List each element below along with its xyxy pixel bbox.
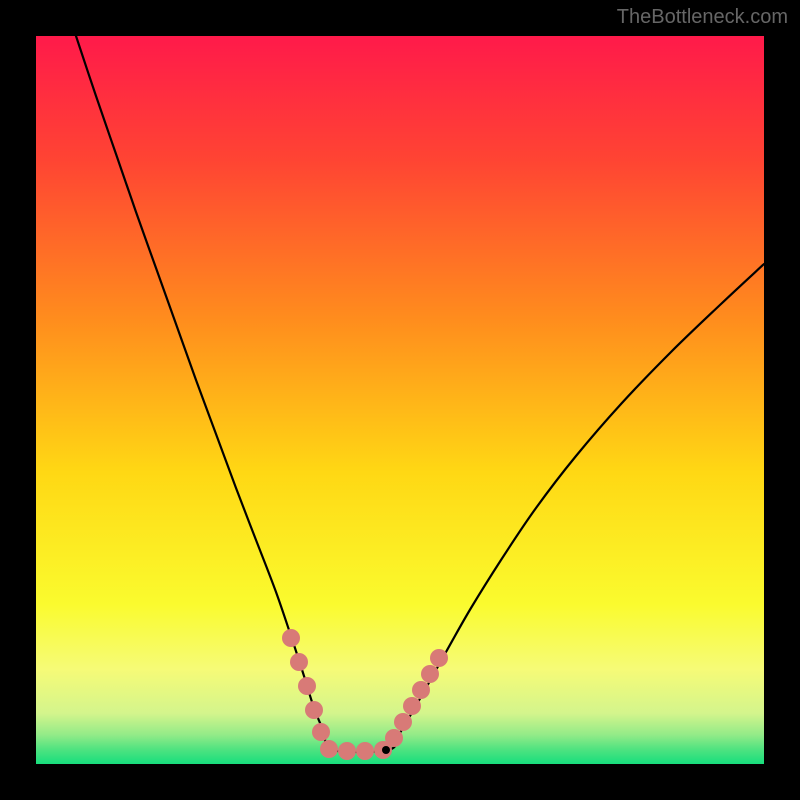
- data-marker: [403, 697, 421, 715]
- data-marker: [412, 681, 430, 699]
- data-marker: [430, 649, 448, 667]
- chart-container: TheBottleneck.com: [0, 0, 800, 800]
- data-marker: [290, 653, 308, 671]
- watermark-text: TheBottleneck.com: [617, 6, 788, 29]
- data-marker: [282, 629, 300, 647]
- data-marker: [385, 729, 403, 747]
- data-marker: [421, 665, 439, 683]
- curve-layer: [0, 0, 800, 800]
- data-marker: [312, 723, 330, 741]
- min-point-marker: [382, 746, 390, 754]
- data-marker: [298, 677, 316, 695]
- data-marker: [338, 742, 356, 760]
- bottleneck-curve: [76, 36, 764, 752]
- data-marker: [394, 713, 412, 731]
- data-marker: [320, 740, 338, 758]
- data-marker: [305, 701, 323, 719]
- data-marker: [356, 742, 374, 760]
